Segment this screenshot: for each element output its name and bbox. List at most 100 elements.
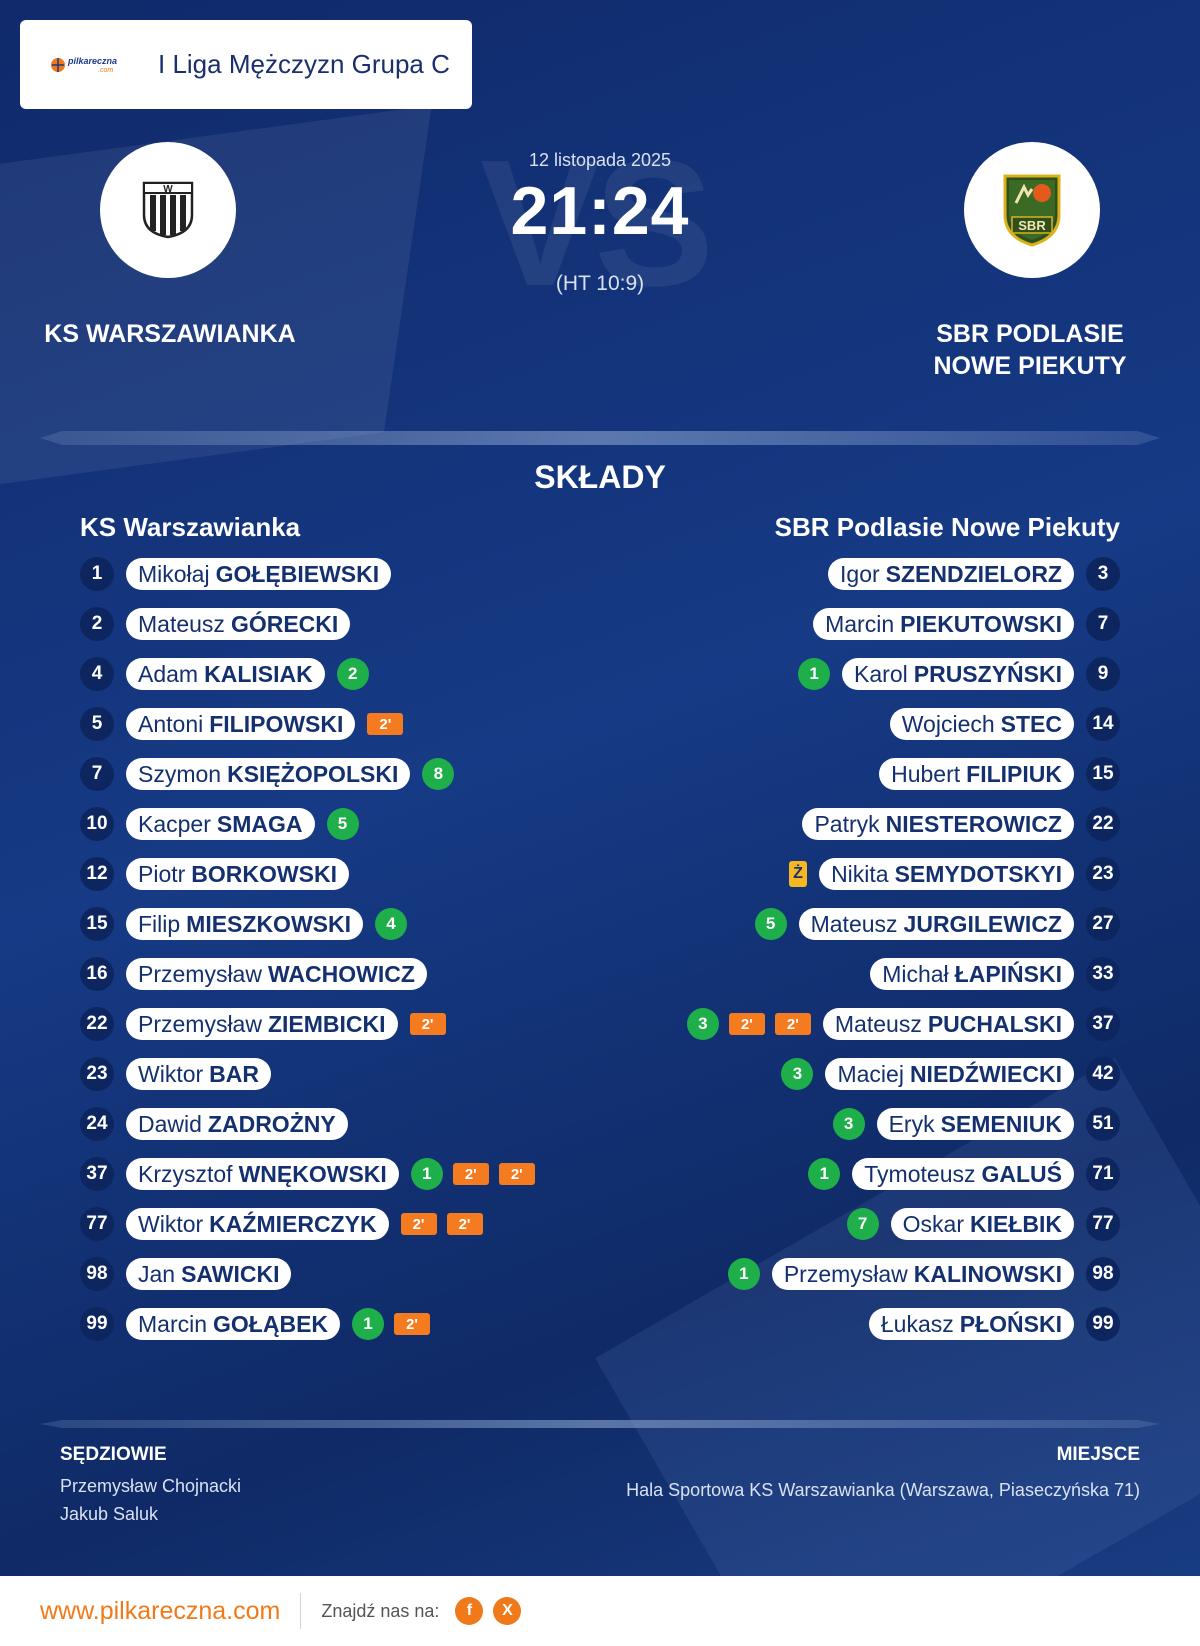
venue-text: Hala Sportowa KS Warszawianka (Warszawa,… — [626, 1480, 1140, 1500]
goals-badge: 5 — [326, 808, 359, 840]
goals-badge: 1 — [410, 1158, 443, 1190]
player-events: 2' 2' 3 — [686, 1008, 811, 1040]
player-first-name: Igor — [840, 560, 880, 587]
sbr-crest-icon: SBR — [1003, 174, 1061, 247]
player-name: Wiktor BAR — [126, 1058, 272, 1090]
referee-name: Przemysław Chojnacki — [60, 1476, 242, 1496]
player-first-name: Eryk — [888, 1110, 935, 1137]
player-row: 23 Wiktor BAR — [80, 1057, 272, 1091]
player-row: 1 Mikołaj GOŁĘBIEWSKI — [80, 557, 392, 591]
player-events: 3 — [781, 1058, 814, 1090]
player-name: Karol PRUSZYŃSKI — [842, 658, 1074, 690]
player-last-name: NIEDŹWIECKI — [909, 1060, 1062, 1087]
goals-badge: 7 — [846, 1208, 879, 1240]
player-row: 99 Łukasz PŁOŃSKI — [868, 1307, 1120, 1341]
player-row: 10 Kacper SMAGA 5 — [80, 807, 359, 841]
player-events: 2' — [367, 713, 404, 735]
player-last-name: MIESZKOWSKI — [186, 910, 352, 937]
player-row: 27 Mateusz JURGILEWICZ 5 — [754, 907, 1120, 941]
away-team-name: SBR PODLASIE NOWE PIEKUTY — [880, 318, 1180, 382]
player-row: 4 Adam KALISIAK 2 — [80, 657, 369, 691]
player-number: 7 — [80, 757, 114, 791]
player-name: Eryk SEMENIUK — [876, 1108, 1074, 1140]
website-link[interactable]: www.pilkareczna.com — [40, 1596, 281, 1625]
player-number: 10 — [80, 807, 114, 841]
player-last-name: PUCHALSKI — [927, 1010, 1062, 1037]
player-last-name: ZIEMBICKI — [267, 1010, 386, 1037]
lineups-title: SKŁADY — [534, 459, 666, 495]
player-first-name: Karol — [854, 660, 908, 687]
player-name: Patryk NIESTEROWICZ — [802, 808, 1074, 840]
player-number: 9 — [1086, 657, 1120, 691]
player-last-name: SMAGA — [216, 810, 303, 837]
player-name: Hubert FILIPIUK — [879, 758, 1074, 790]
player-last-name: SZENDZIELORZ — [885, 560, 1062, 587]
referees-title: SĘDZIOWIE — [60, 1444, 167, 1465]
player-name: Dawid ZADROŻNY — [126, 1108, 348, 1140]
home-team-name: KS WARSZAWIANKA — [44, 320, 296, 348]
player-first-name: Wiktor — [138, 1210, 204, 1237]
goals-badge: 4 — [375, 908, 408, 940]
player-name: Filip MIESZKOWSKI — [126, 908, 364, 940]
suspension-badge: 2' — [394, 1313, 431, 1335]
goals-badge: 5 — [754, 908, 787, 940]
player-name: Nikita SEMYDOTSKYI — [819, 858, 1074, 890]
player-events: 5 — [326, 808, 359, 840]
player-events: 5 — [754, 908, 787, 940]
suspension-badge: 2' — [728, 1013, 765, 1035]
player-first-name: Antoni — [138, 710, 204, 737]
player-last-name: SEMYDOTSKYI — [894, 860, 1062, 887]
player-last-name: SAWICKI — [181, 1260, 280, 1287]
player-first-name: Tymoteusz — [864, 1160, 976, 1187]
player-name: Łukasz PŁOŃSKI — [868, 1308, 1074, 1340]
facebook-icon[interactable]: f — [455, 1597, 484, 1625]
player-name: Kacper SMAGA — [126, 808, 315, 840]
player-last-name: WNĘKOWSKI — [238, 1160, 387, 1187]
player-name: Maciej NIEDŹWIECKI — [825, 1058, 1074, 1090]
player-number: 1 — [80, 557, 114, 591]
player-first-name: Adam — [138, 660, 199, 687]
player-last-name: SEMENIUK — [940, 1110, 1062, 1137]
warszawianka-crest-icon: W — [142, 181, 194, 239]
logo-domain: .com — [98, 66, 114, 74]
player-number: 42 — [1086, 1057, 1120, 1091]
final-score: 21:24 — [510, 173, 690, 249]
player-last-name: KSIĘŻOPOLSKI — [227, 760, 399, 787]
player-number: 27 — [1086, 907, 1120, 941]
away-lineup-title: SBR Podlasie Nowe Piekuty — [774, 512, 1120, 542]
player-row: 33 Michał ŁAPIŃSKI — [870, 957, 1120, 991]
player-first-name: Michał — [882, 960, 949, 987]
away-team-name-line2: NOWE PIEKUTY — [933, 352, 1127, 380]
find-us-label: Znajdź nas na: — [321, 1600, 440, 1621]
player-first-name: Maciej — [837, 1060, 904, 1087]
player-last-name: NIESTEROWICZ — [885, 810, 1062, 837]
player-number: 16 — [80, 957, 114, 991]
player-row: 37 Mateusz PUCHALSKI 2' 2' 3 — [686, 1007, 1120, 1041]
player-events: 7 — [846, 1208, 879, 1240]
player-number: 23 — [80, 1057, 114, 1091]
x-icon[interactable]: X — [493, 1597, 522, 1625]
player-events: 2 — [336, 658, 369, 690]
player-row: 7 Szymon KSIĘŻOPOLSKI 8 — [80, 757, 455, 791]
player-row: 9 Karol PRUSZYŃSKI 1 — [798, 657, 1120, 691]
player-last-name: PIEKUTOWSKI — [900, 610, 1062, 637]
player-first-name: Mikołaj — [138, 560, 210, 587]
player-row: 5 Antoni FILIPOWSKI 2' — [80, 707, 404, 741]
player-row: 22 Przemysław ZIEMBICKI 2' — [80, 1007, 446, 1041]
player-row: 42 Maciej NIEDŹWIECKI 3 — [781, 1057, 1120, 1091]
player-last-name: GALUŚ — [981, 1160, 1063, 1187]
player-number: 5 — [80, 707, 114, 741]
svg-text:W: W — [163, 184, 173, 195]
player-first-name: Łukasz — [880, 1310, 954, 1337]
player-row: 15 Filip MIESZKOWSKI 4 — [80, 907, 408, 941]
player-first-name: Przemysław — [138, 1010, 262, 1037]
player-name: Przemysław ZIEMBICKI — [126, 1008, 398, 1040]
player-number: 71 — [1086, 1157, 1120, 1191]
player-number: 22 — [1086, 807, 1120, 841]
player-row: 98 Jan SAWICKI — [80, 1257, 292, 1291]
goals-badge: 3 — [686, 1008, 719, 1040]
home-team-crest: W — [100, 142, 236, 278]
player-first-name: Przemysław — [138, 960, 262, 987]
goals-badge: 8 — [422, 758, 455, 790]
player-number: 77 — [80, 1207, 114, 1241]
